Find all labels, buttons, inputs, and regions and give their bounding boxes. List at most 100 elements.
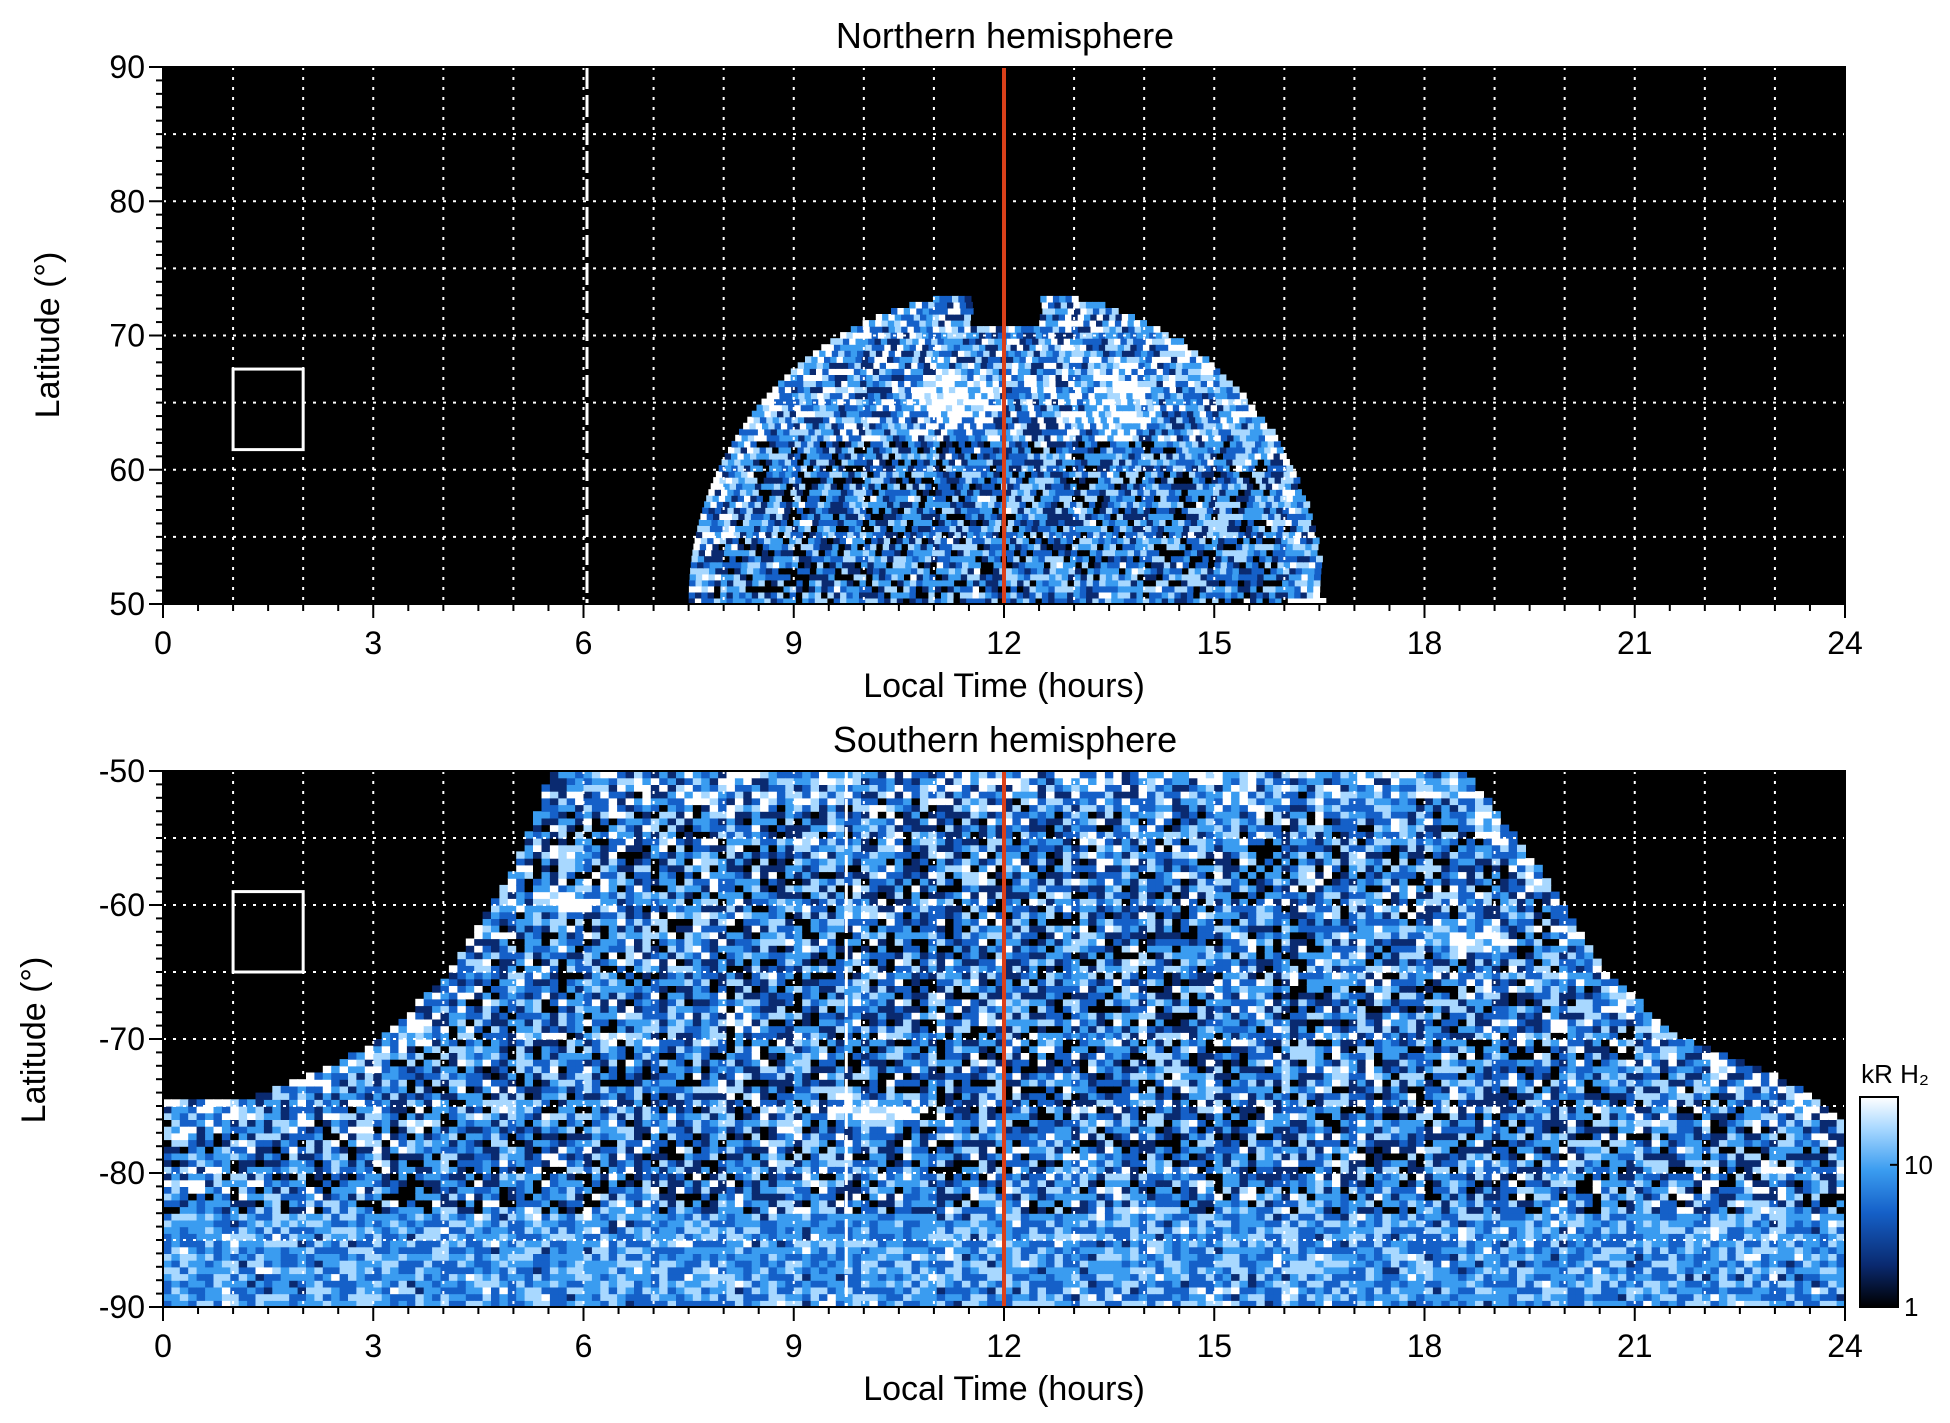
- south-emission-cell: [256, 1274, 265, 1281]
- north-emission-cell: [955, 362, 962, 369]
- north-emission-cell: [1139, 501, 1146, 508]
- north-emission-cell: [729, 501, 736, 508]
- north-emission-cell: [1265, 471, 1272, 478]
- north-emission-cell: [1155, 477, 1162, 484]
- north-emission-cell: [1087, 368, 1094, 375]
- south-emission-cell: [214, 1294, 223, 1301]
- north-emission-cell: [1171, 483, 1178, 490]
- south-emission-cell: [331, 1146, 340, 1153]
- south-emission-cell: [289, 1253, 298, 1260]
- north-emission-cell: [1027, 519, 1034, 526]
- north-emission-cell: [1212, 429, 1219, 436]
- north-emission-cell: [1013, 556, 1020, 563]
- north-emission-cell: [773, 471, 780, 478]
- north-emission-cell: [1157, 417, 1164, 424]
- north-emission-cell: [895, 544, 902, 551]
- north-emission-cell: [765, 507, 772, 514]
- north-emission-cell: [1215, 556, 1222, 563]
- north-emission-cell: [952, 350, 959, 357]
- north-emission-cell: [1225, 411, 1232, 418]
- north-emission-cell: [1091, 544, 1098, 551]
- north-emission-cell: [782, 441, 789, 448]
- north-emission-cell: [822, 381, 829, 388]
- north-emission-cell: [759, 574, 766, 581]
- north-emission-cell: [1044, 435, 1051, 442]
- north-emission-cell: [889, 326, 896, 333]
- north-emission-cell: [1051, 393, 1058, 400]
- south-emission-cell: [340, 1160, 349, 1167]
- north-emission-cell: [946, 453, 953, 460]
- north-emission-cell: [1113, 447, 1120, 454]
- south-emission-cell: [188, 1274, 197, 1281]
- south-emission-cell: [163, 1280, 172, 1287]
- north-emission-cell: [1096, 320, 1103, 327]
- north-emission-cell: [947, 411, 954, 418]
- north-emission-cell: [910, 507, 917, 514]
- north-emission-cell: [993, 447, 1000, 454]
- south-emission-cell: [247, 1267, 256, 1274]
- north-emission-cell: [705, 550, 712, 557]
- north-emission-cell: [945, 423, 952, 430]
- south-emission-cell: [272, 1267, 281, 1274]
- north-emission-cell: [734, 447, 741, 454]
- north-emission-cell: [1044, 362, 1051, 369]
- north-emission-cell: [806, 423, 813, 430]
- north-emission-cell: [1180, 477, 1187, 484]
- north-emission-cell: [1173, 544, 1180, 551]
- north-emission-cell: [877, 441, 884, 448]
- south-emission-cell: [340, 1247, 349, 1254]
- north-emission-cell: [832, 441, 839, 448]
- north-emission-cell: [856, 399, 863, 406]
- north-emission-cell: [884, 411, 891, 418]
- north-emission-cell: [829, 368, 836, 375]
- south-emission-cell: [222, 1160, 231, 1167]
- north-emission-cell: [916, 411, 923, 418]
- north-emission-cell: [1239, 459, 1246, 466]
- north-emission-cell: [1009, 326, 1016, 333]
- north-emission-cell: [1114, 338, 1121, 345]
- north-emission-cell: [1119, 381, 1126, 388]
- north-emission-cell: [1019, 526, 1026, 533]
- north-emission-cell: [891, 489, 898, 496]
- north-emission-cell: [913, 483, 920, 490]
- north-emission-cell: [1020, 550, 1027, 557]
- north-emission-cell: [853, 411, 860, 418]
- north-emission-cell: [854, 574, 861, 581]
- north-emission-cell: [797, 374, 804, 381]
- north-emission-cell: [746, 580, 753, 587]
- north-emission-cell: [1020, 356, 1027, 363]
- north-emission-cell: [1059, 314, 1066, 321]
- north-emission-cell: [938, 483, 945, 490]
- north-emission-cell: [1048, 586, 1055, 593]
- north-emission-cell: [1011, 586, 1018, 593]
- north-emission-cell: [1305, 544, 1312, 551]
- north-emission-cell: [973, 489, 980, 496]
- north-emission-cell: [747, 568, 754, 575]
- north-emission-cell: [1118, 411, 1125, 418]
- south-emission-cell: [289, 1160, 298, 1167]
- north-emission-cell: [1303, 526, 1310, 533]
- north-emission-cell: [1170, 471, 1177, 478]
- north-emission-cell: [914, 350, 921, 357]
- north-emission-cell: [958, 544, 965, 551]
- north-emission-cell: [962, 526, 969, 533]
- north-emission-cell: [912, 435, 919, 442]
- north-emission-cell: [1072, 441, 1079, 448]
- north-emission-cell: [980, 374, 987, 381]
- north-emission-cell: [1049, 381, 1056, 388]
- north-emission-cell: [785, 417, 792, 424]
- north-emission-cell: [1130, 429, 1137, 436]
- north-emission-cell: [1026, 483, 1033, 490]
- north-emission-cell: [966, 344, 973, 351]
- north-emission-cell: [1219, 586, 1226, 593]
- north-emission-cell: [1110, 513, 1117, 520]
- north-emission-cell: [854, 374, 861, 381]
- north-emission-cell: [945, 314, 952, 321]
- south-emission-cell: [331, 1294, 340, 1301]
- north-emission-cell: [1193, 477, 1200, 484]
- north-emission-cell: [1185, 544, 1192, 551]
- north-emission-cell: [1266, 550, 1273, 557]
- north-emission-cell: [1010, 592, 1017, 599]
- north-emission-cell: [1057, 356, 1064, 363]
- north-emission-cell: [883, 544, 890, 551]
